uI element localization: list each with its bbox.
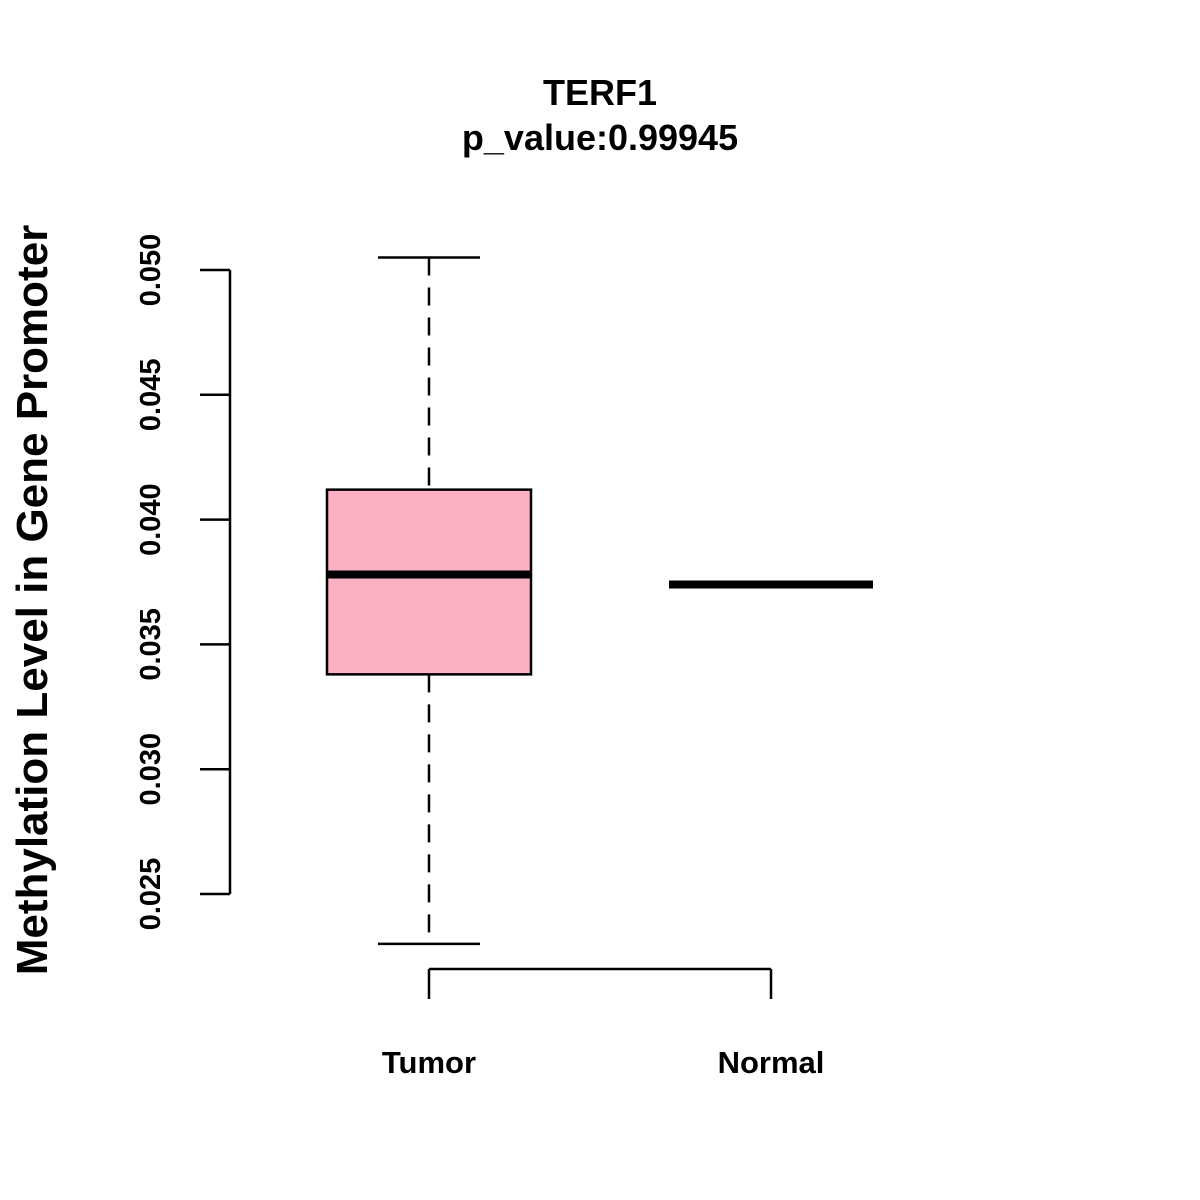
box-iqr xyxy=(325,488,533,676)
y-axis-label: Methylation Level in Gene Promoter xyxy=(8,225,57,976)
y-tick-label: 0.035 xyxy=(135,608,167,681)
x-axis: Tumor Normal xyxy=(382,967,825,1080)
chart-title: TERF1 xyxy=(543,72,657,113)
boxes-group xyxy=(325,256,873,946)
box-tumor xyxy=(325,256,533,946)
x-tick-label: Normal xyxy=(718,1045,825,1080)
y-tick-label: 0.050 xyxy=(135,234,167,307)
y-tick-label: 0.040 xyxy=(135,483,167,556)
chart-subtitle: p_value:0.99945 xyxy=(462,117,738,158)
x-tick-label: Tumor xyxy=(382,1045,476,1080)
y-tick-label: 0.030 xyxy=(135,733,167,806)
y-axis: 0.025 0.030 0.035 0.040 0.045 0.050 xyxy=(135,234,232,931)
y-tick-label: 0.045 xyxy=(135,359,167,432)
y-tick-label: 0.025 xyxy=(135,858,167,931)
